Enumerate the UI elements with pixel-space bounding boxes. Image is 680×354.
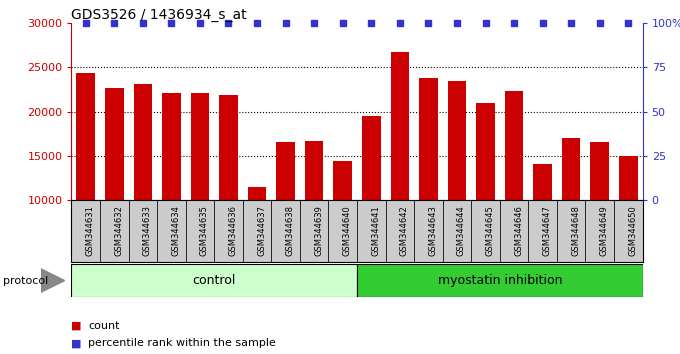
Bar bbox=[528, 200, 557, 262]
Bar bbox=[357, 264, 643, 297]
Text: GSM344645: GSM344645 bbox=[486, 205, 494, 256]
Bar bbox=[305, 141, 324, 289]
Bar bbox=[362, 116, 381, 289]
Text: myostatin inhibition: myostatin inhibition bbox=[437, 274, 562, 287]
Bar bbox=[505, 91, 524, 289]
Text: GSM344640: GSM344640 bbox=[343, 205, 352, 256]
Text: GSM344648: GSM344648 bbox=[571, 205, 580, 256]
Bar bbox=[129, 200, 157, 262]
Bar bbox=[214, 200, 243, 262]
Text: GSM344632: GSM344632 bbox=[114, 205, 123, 256]
Bar bbox=[71, 200, 100, 262]
Bar bbox=[390, 52, 409, 289]
Bar bbox=[186, 200, 214, 262]
Text: GSM344650: GSM344650 bbox=[628, 205, 637, 256]
Text: count: count bbox=[88, 321, 120, 331]
Bar bbox=[476, 103, 495, 289]
Bar bbox=[443, 200, 471, 262]
Text: GSM344634: GSM344634 bbox=[171, 205, 180, 256]
Text: percentile rank within the sample: percentile rank within the sample bbox=[88, 338, 276, 348]
Text: GDS3526 / 1436934_s_at: GDS3526 / 1436934_s_at bbox=[71, 8, 247, 22]
Bar bbox=[276, 142, 295, 289]
Text: GSM344643: GSM344643 bbox=[428, 205, 437, 256]
Bar bbox=[190, 93, 209, 289]
Bar bbox=[328, 200, 357, 262]
Bar bbox=[300, 200, 328, 262]
Text: GSM344646: GSM344646 bbox=[514, 205, 523, 256]
Text: GSM344636: GSM344636 bbox=[228, 205, 237, 256]
Bar bbox=[557, 200, 585, 262]
Bar bbox=[414, 200, 443, 262]
Text: GSM344642: GSM344642 bbox=[400, 205, 409, 256]
Bar bbox=[162, 93, 181, 289]
Text: GSM344637: GSM344637 bbox=[257, 205, 266, 256]
Bar bbox=[386, 200, 414, 262]
Text: GSM344631: GSM344631 bbox=[86, 205, 95, 256]
Bar bbox=[100, 200, 129, 262]
Text: GSM344633: GSM344633 bbox=[143, 205, 152, 256]
Text: GSM344649: GSM344649 bbox=[600, 205, 609, 256]
Bar bbox=[614, 200, 643, 262]
Text: GSM344638: GSM344638 bbox=[286, 205, 294, 256]
Polygon shape bbox=[41, 269, 65, 292]
Text: ■: ■ bbox=[71, 338, 82, 348]
Bar bbox=[248, 187, 267, 289]
Bar bbox=[219, 95, 238, 289]
Bar bbox=[157, 200, 186, 262]
Bar bbox=[357, 200, 386, 262]
Bar bbox=[419, 78, 438, 289]
Bar bbox=[243, 200, 271, 262]
Text: GSM344644: GSM344644 bbox=[457, 205, 466, 256]
Text: ■: ■ bbox=[71, 321, 82, 331]
Text: protocol: protocol bbox=[3, 275, 49, 286]
Text: control: control bbox=[192, 274, 236, 287]
Bar bbox=[76, 73, 95, 289]
Bar bbox=[471, 200, 500, 262]
Bar bbox=[619, 156, 638, 289]
Bar bbox=[447, 81, 466, 289]
Bar bbox=[333, 161, 352, 289]
Text: GSM344641: GSM344641 bbox=[371, 205, 380, 256]
Bar bbox=[71, 264, 357, 297]
Bar bbox=[271, 200, 300, 262]
Bar bbox=[585, 200, 614, 262]
Bar bbox=[500, 200, 528, 262]
Text: GSM344639: GSM344639 bbox=[314, 205, 323, 256]
Bar bbox=[533, 164, 552, 289]
Text: GSM344635: GSM344635 bbox=[200, 205, 209, 256]
Bar bbox=[590, 142, 609, 289]
Bar bbox=[133, 84, 152, 289]
Bar bbox=[562, 138, 581, 289]
Bar bbox=[105, 88, 124, 289]
Text: GSM344647: GSM344647 bbox=[543, 205, 551, 256]
